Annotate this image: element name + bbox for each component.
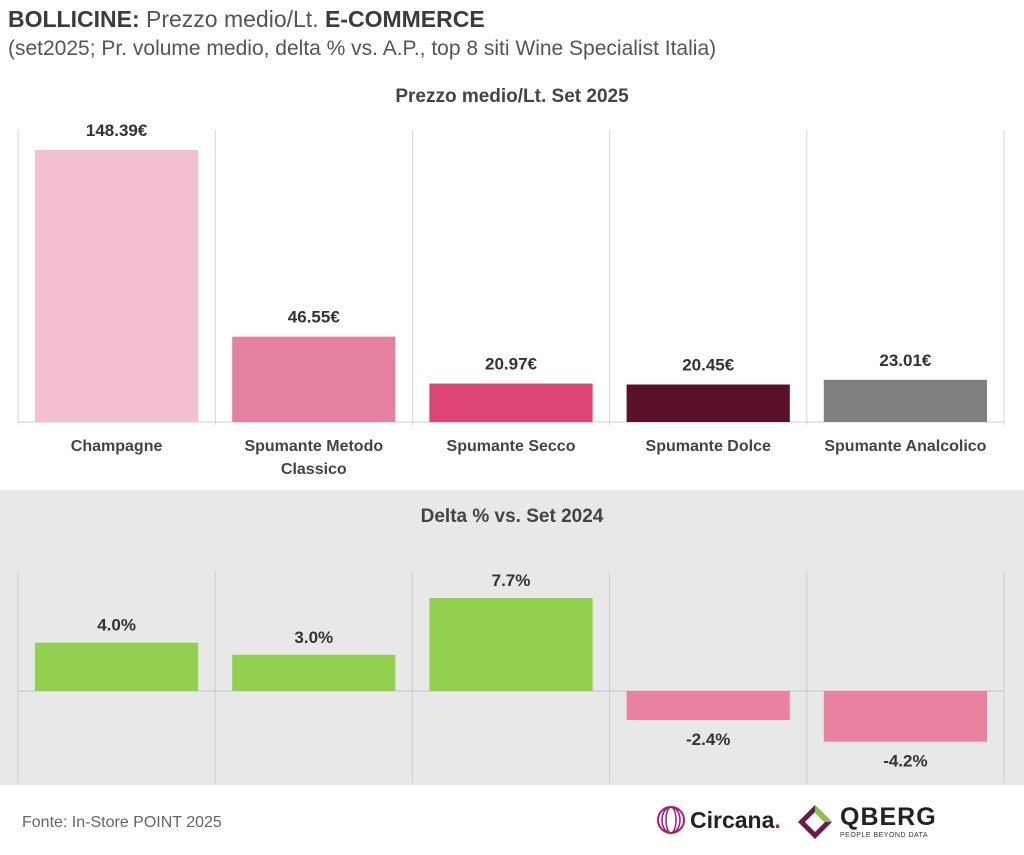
delta-value-label: -4.2% xyxy=(883,752,927,771)
category-label: Classico xyxy=(281,461,347,478)
delta-bar xyxy=(35,642,199,691)
qberg-logo: QBERG PEOPLE BEYOND DATA xyxy=(796,803,937,841)
price-value-label: 148.39€ xyxy=(86,121,148,140)
price-value-label: 23.01€ xyxy=(879,351,932,370)
circana-logo: Circana. xyxy=(656,805,781,835)
page-subtitle: (set2025; Pr. volume medio, delta % vs. … xyxy=(8,37,717,60)
page-title: BOLLICINE: Prezzo medio/Lt. E-COMMERCE xyxy=(8,6,485,33)
price-value-label: 20.45€ xyxy=(682,356,735,375)
delta-chart-title: Delta % vs. Set 2024 xyxy=(420,506,604,527)
price-bar xyxy=(232,336,396,422)
delta-value-label: 4.0% xyxy=(97,616,136,635)
price-value-label: 20.97€ xyxy=(485,355,538,374)
charts-canvas: 148.39€ Champagne 46.55€ Spumante Metodo Cla… xyxy=(17,121,1005,783)
price-bar xyxy=(626,384,790,422)
delta-bar xyxy=(232,654,396,691)
delta-value-label: 7.7% xyxy=(492,571,531,590)
title-bold: BOLLICINE: xyxy=(8,6,140,32)
source-note: Fonte: In-Store POINT 2025 xyxy=(22,814,222,831)
delta-bar xyxy=(429,598,593,691)
delta-value-label: -2.4% xyxy=(686,730,730,749)
delta-bar xyxy=(823,691,987,742)
price-chart-title: Prezzo medio/Lt. Set 2025 xyxy=(395,86,629,107)
price-bar xyxy=(429,383,593,422)
qberg-wordmark: QBERG xyxy=(840,803,937,831)
price-value-label: 46.55€ xyxy=(288,308,341,327)
circana-icon xyxy=(657,806,685,834)
delta-bar xyxy=(626,691,790,720)
circana-wordmark: Circana. xyxy=(690,806,781,833)
price-bar xyxy=(35,150,199,422)
price-bar xyxy=(823,379,987,422)
category-label: Champagne xyxy=(71,438,163,455)
qberg-icon xyxy=(798,805,832,839)
category-label: Spumante Metodo xyxy=(244,438,383,455)
title-regular: Prezzo medio/Lt. xyxy=(146,6,319,32)
category-label: Spumante Dolce xyxy=(646,438,771,455)
category-label: Spumante Secco xyxy=(447,438,576,455)
qberg-tagline: PEOPLE BEYOND DATA xyxy=(840,832,929,839)
delta-value-label: 3.0% xyxy=(294,628,333,647)
title-bold-channel: E-COMMERCE xyxy=(324,6,485,32)
category-label: Spumante Analcolico xyxy=(824,438,986,455)
